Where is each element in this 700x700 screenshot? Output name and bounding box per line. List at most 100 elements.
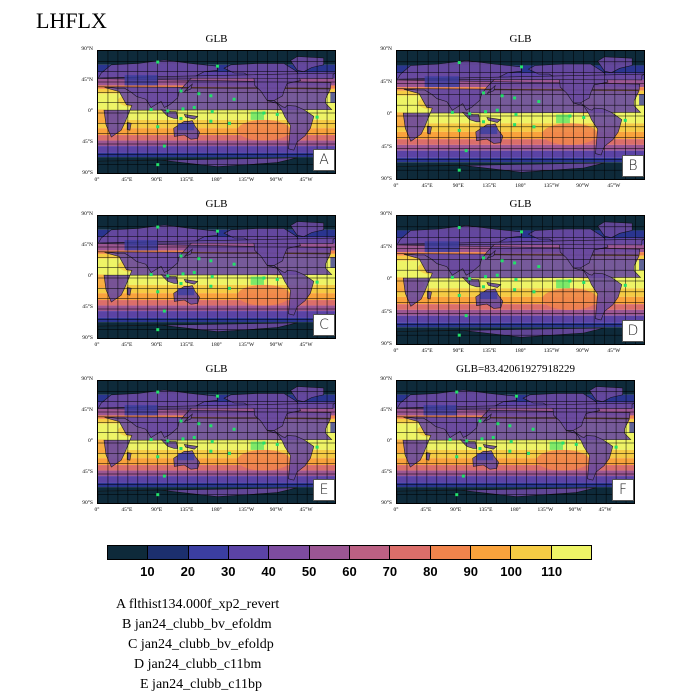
lhflx-map	[397, 51, 644, 179]
field-band	[397, 304, 644, 310]
site-marker	[232, 427, 236, 431]
site-marker	[484, 275, 488, 279]
site-marker	[484, 110, 488, 114]
site-marker	[181, 107, 185, 111]
continent-outline	[99, 402, 335, 409]
site-marker	[179, 419, 183, 423]
colorbar-tick-label: 90	[463, 564, 478, 579]
continent-outline	[486, 84, 496, 94]
field-band	[98, 128, 335, 136]
y-tick-label: 45°N	[380, 243, 392, 250]
x-tick-label: 135°E	[179, 342, 194, 348]
y-tick-label: 90°N	[380, 211, 392, 217]
site-marker	[149, 438, 153, 442]
field-band	[98, 236, 335, 244]
panel-label: A	[313, 149, 335, 171]
colorbar-tick-label: 70	[382, 564, 398, 579]
map-panel-b: GLB 90°N 45°N 0° 45°S 90°S 0° 45°E 90°E 135°E 180°…	[380, 33, 645, 189]
x-tick-label: 0°	[393, 348, 399, 354]
site-marker	[457, 226, 461, 230]
site-marker	[227, 451, 231, 455]
site-marker	[262, 111, 266, 115]
highlight-region	[250, 441, 264, 450]
x-tick-label: 135°W	[537, 507, 554, 513]
panel-title: GLB	[205, 198, 228, 210]
site-marker	[166, 109, 170, 113]
field-band	[397, 470, 634, 477]
site-marker	[197, 257, 201, 261]
field-anomaly	[237, 449, 291, 471]
site-marker	[448, 438, 452, 442]
map-frame	[97, 215, 336, 339]
site-marker	[455, 390, 459, 394]
site-marker	[496, 422, 500, 426]
site-marker	[513, 288, 517, 292]
field-anomaly	[237, 284, 291, 306]
x-tick-label: 180°	[510, 507, 521, 513]
site-marker	[481, 120, 485, 124]
colorbar-swatch	[511, 546, 552, 559]
site-marker	[495, 108, 499, 112]
site-marker	[179, 254, 183, 258]
x-tick-label: 135°W	[543, 348, 560, 354]
highlight-region	[250, 111, 264, 120]
site-marker	[582, 115, 586, 119]
site-marker	[181, 272, 185, 276]
continent-outline	[99, 72, 335, 79]
y-tick-label: 90°N	[380, 376, 392, 382]
site-marker	[464, 149, 468, 153]
desert-region	[639, 259, 644, 271]
legend-entry: B jan24_clubb_bv_efoldm	[122, 617, 272, 632]
field-band	[397, 288, 644, 297]
desert-region	[423, 405, 457, 416]
field-band	[98, 305, 335, 312]
y-tick-label: 0°	[387, 111, 392, 117]
site-marker	[514, 113, 518, 117]
colorbar-swatch	[430, 546, 471, 559]
site-marker	[508, 424, 512, 428]
map-panel-f: GLB=83.42061927918229 90°N 45°N 0° 45°S 90°S 0…	[380, 363, 635, 513]
field-band	[397, 309, 644, 316]
site-marker	[500, 94, 504, 98]
site-marker	[210, 275, 214, 279]
y-tick-label: 90°S	[82, 500, 93, 506]
site-marker	[568, 114, 572, 118]
site-marker	[457, 168, 461, 172]
y-tick-label: 90°N	[380, 46, 392, 52]
site-marker	[315, 115, 319, 119]
site-marker	[209, 259, 213, 263]
map-frame	[396, 215, 645, 345]
field-band	[98, 293, 335, 301]
field-band	[397, 401, 634, 409]
y-tick-label: 45°S	[381, 308, 392, 315]
field-band	[98, 119, 335, 129]
field-band	[98, 152, 335, 158]
site-marker	[574, 442, 578, 446]
site-marker	[623, 118, 627, 122]
site-marker	[149, 273, 153, 277]
site-marker	[262, 441, 266, 445]
x-tick-label: 45°W	[598, 507, 612, 513]
field-band	[397, 131, 644, 140]
site-marker	[156, 455, 160, 459]
y-tick-label: 90°N	[81, 46, 93, 52]
site-marker	[232, 262, 236, 266]
site-marker	[275, 277, 279, 281]
x-tick-label: 135°W	[238, 342, 255, 348]
site-marker	[582, 280, 586, 284]
map-frame	[97, 50, 336, 174]
desert-region	[639, 94, 644, 106]
field-band	[397, 144, 644, 151]
lhflx-map	[98, 381, 335, 503]
lhflx-map	[397, 216, 644, 344]
site-marker	[179, 447, 183, 451]
desert-region	[124, 240, 158, 251]
site-marker	[478, 419, 482, 423]
panel-title: GLB	[509, 33, 532, 45]
x-tick-label: 90°W	[269, 342, 283, 348]
panel-label: E	[313, 479, 335, 501]
site-marker	[457, 128, 461, 132]
site-marker	[526, 451, 530, 455]
site-marker	[192, 270, 196, 274]
site-marker	[156, 60, 160, 64]
